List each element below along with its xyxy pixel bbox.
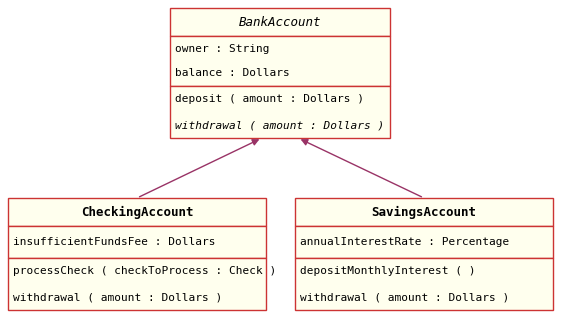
Bar <box>8 226 266 258</box>
Text: owner : String: owner : String <box>175 44 270 54</box>
Text: CheckingAccount: CheckingAccount <box>81 205 193 218</box>
Text: BankAccount: BankAccount <box>239 15 321 28</box>
Text: annualInterestRate : Percentage: annualInterestRate : Percentage <box>300 237 510 247</box>
Text: processCheck ( checkToProcess : Check ): processCheck ( checkToProcess : Check ) <box>13 266 276 276</box>
Bar <box>170 36 390 86</box>
Bar <box>295 226 553 258</box>
Text: withdrawal ( amount : Dollars ): withdrawal ( amount : Dollars ) <box>175 120 385 130</box>
Bar <box>295 198 553 226</box>
Bar <box>295 258 553 310</box>
Bar <box>8 258 266 310</box>
Text: deposit ( amount : Dollars ): deposit ( amount : Dollars ) <box>175 94 364 104</box>
Bar <box>170 86 390 138</box>
Bar <box>8 198 266 226</box>
Text: withdrawal ( amount : Dollars ): withdrawal ( amount : Dollars ) <box>300 292 510 302</box>
Bar <box>170 8 390 36</box>
Text: SavingsAccount: SavingsAccount <box>372 205 476 218</box>
Text: balance : Dollars: balance : Dollars <box>175 68 290 78</box>
Text: insufficientFundsFee : Dollars: insufficientFundsFee : Dollars <box>13 237 216 247</box>
Text: depositMonthlyInterest ( ): depositMonthlyInterest ( ) <box>300 266 476 276</box>
Text: withdrawal ( amount : Dollars ): withdrawal ( amount : Dollars ) <box>13 292 222 302</box>
